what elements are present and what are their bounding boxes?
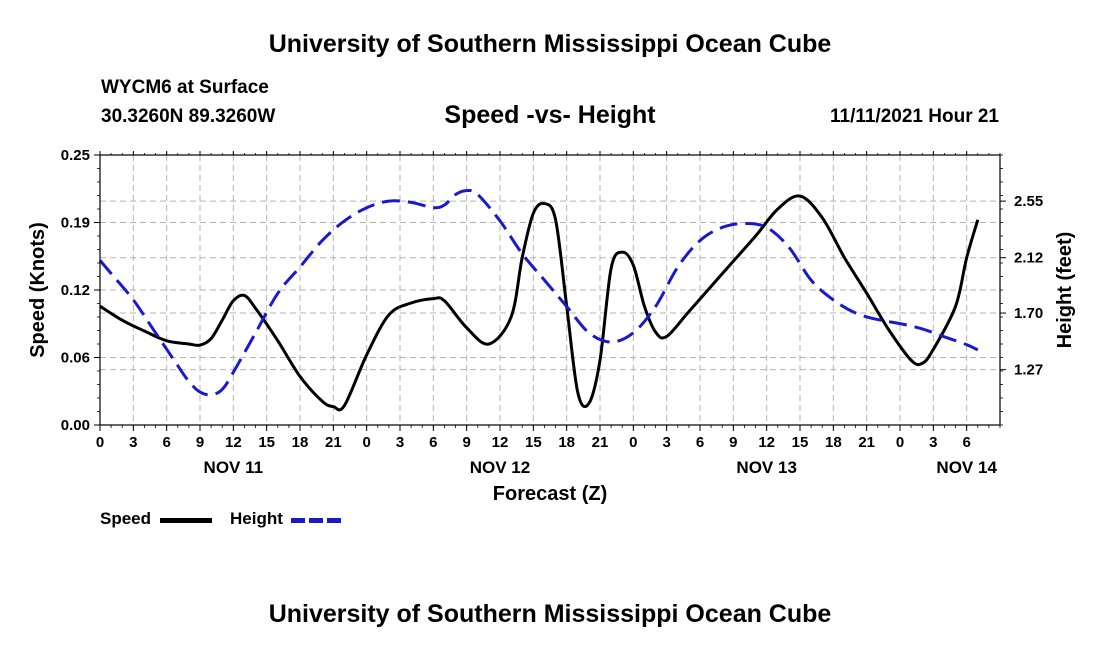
legend-speed-label: Speed xyxy=(100,509,152,528)
footer-title: University of Southern Mississippi Ocean… xyxy=(268,600,832,628)
coordinates-label: 30.3260N 89.3260W xyxy=(101,106,276,127)
x-tick-label: 6 xyxy=(962,434,970,451)
x-tick-label: 3 xyxy=(662,434,670,451)
day-label: NOV 12 xyxy=(470,458,530,477)
legend-height-label: Height xyxy=(230,509,283,528)
x-tick-label: 15 xyxy=(792,434,809,451)
x-tick-label: 6 xyxy=(696,434,704,451)
y2-tick-label: 1.27 xyxy=(1014,362,1043,379)
x-tick-label: 0 xyxy=(896,434,904,451)
x-tick-label: 6 xyxy=(429,434,437,451)
x-tick-label: 15 xyxy=(525,434,542,451)
day-label: NOV 13 xyxy=(736,458,796,477)
y-tick-label: 0.00 xyxy=(61,417,90,434)
x-tick-label: 12 xyxy=(225,434,242,451)
chart-subtitle: Speed -vs- Height xyxy=(444,101,656,129)
series-line-speed xyxy=(99,194,980,412)
x-axis-label: Forecast (Z) xyxy=(493,483,607,505)
y-tick-label: 0.25 xyxy=(61,147,90,164)
x-tick-label: 12 xyxy=(758,434,775,451)
station-label: WYCM6 at Surface xyxy=(101,77,269,98)
x-tick-label: 6 xyxy=(162,434,170,451)
x-tick-label: 0 xyxy=(629,434,637,451)
x-tick-label: 9 xyxy=(196,434,204,451)
y-tick-label: 0.06 xyxy=(61,350,90,367)
x-tick-label: 18 xyxy=(825,434,842,451)
day-label: NOV 11 xyxy=(204,458,264,477)
x-tick-label: 21 xyxy=(858,434,875,451)
chart-title: University of Southern Mississippi Ocean… xyxy=(268,30,832,58)
grid xyxy=(100,155,1000,425)
x-tick-label: 3 xyxy=(129,434,137,451)
axes: 0 3 6 9 12 15 18 21 0 3 6 9 12 15 18 21 0 3 6 9 12 15 18 21 0 3 6 N… xyxy=(61,147,1043,477)
y-axis-label: Speed (Knots) xyxy=(27,222,49,358)
x-tick-label: 0 xyxy=(362,434,370,451)
x-tick-label: 3 xyxy=(396,434,404,451)
legend-height-swatch xyxy=(291,518,343,523)
y2-axis-label: Height (feet) xyxy=(1054,232,1076,349)
datetime-label: 11/11/2021 Hour 21 xyxy=(829,106,999,127)
y2-tick-label: 1.70 xyxy=(1014,305,1043,322)
x-tick-label: 18 xyxy=(292,434,309,451)
x-tick-label: 3 xyxy=(929,434,937,451)
day-label: NOV 14 xyxy=(936,458,997,477)
x-tick-label: 9 xyxy=(729,434,737,451)
y2-tick-label: 2.55 xyxy=(1014,193,1043,210)
x-tick-label: 12 xyxy=(492,434,509,451)
series-layer xyxy=(98,189,980,412)
x-tick-label: 0 xyxy=(96,434,104,451)
y2-tick-label: 2.12 xyxy=(1014,250,1043,267)
y-tick-label: 0.19 xyxy=(61,215,90,232)
y-tick-label: 0.12 xyxy=(61,282,90,299)
x-tick-label: 18 xyxy=(558,434,575,451)
x-tick-label: 9 xyxy=(462,434,470,451)
legend-speed-swatch xyxy=(160,518,212,523)
x-tick-label: 21 xyxy=(325,434,342,451)
series-line-height xyxy=(98,189,979,397)
x-tick-label: 15 xyxy=(258,434,275,451)
x-tick-label: 21 xyxy=(592,434,609,451)
